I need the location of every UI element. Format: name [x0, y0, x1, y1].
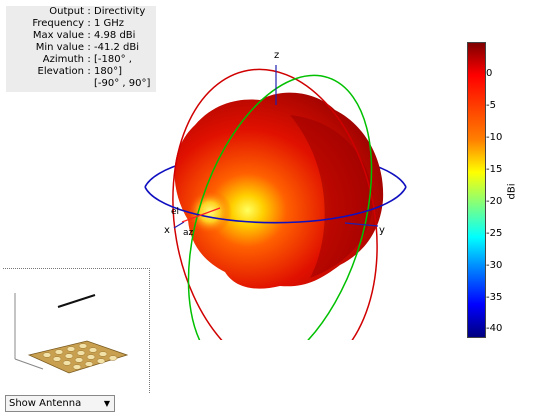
info-row-elevation: Elevation : 180°]	[6, 66, 156, 78]
info-row-azimuth: Azimuth : [-180° ,	[6, 54, 156, 66]
colorbar-unit-label: dBi	[506, 183, 518, 200]
chevron-down-icon[interactable]: ▼	[103, 399, 111, 408]
colorbar-tick: -20	[486, 196, 503, 207]
el-label: el	[171, 207, 179, 217]
info-value: 180°]	[94, 66, 122, 77]
info-key: Elevation	[37, 66, 84, 77]
info-value: -41.2 dBi	[94, 42, 140, 53]
antenna-preview-panel[interactable]	[3, 268, 150, 393]
colorbar-tick: -25	[486, 228, 503, 239]
show-antenna-dropdown[interactable]: Show Antenna ▼	[5, 395, 115, 412]
colorbar-tick: -5	[486, 100, 496, 111]
info-panel: Output : Directivity Frequency : 1 GHz M…	[6, 6, 156, 92]
colorbar-tick: 0	[486, 68, 493, 79]
y-axis	[344, 222, 379, 227]
lobe-shading	[290, 115, 374, 278]
azimuth-circle-front	[144, 186, 407, 224]
elevation-marker	[181, 207, 221, 223]
elevation-circle-green	[187, 74, 373, 340]
info-key	[6, 78, 84, 90]
info-key: Output	[49, 6, 84, 17]
colorbar-tick: -15	[486, 164, 503, 175]
antenna-geometry-icon	[14, 293, 129, 374]
colorbar-tick: -10	[486, 132, 503, 143]
info-value: 1 GHz	[94, 18, 125, 29]
info-value: 4.98 dBi	[94, 30, 136, 41]
x-axis-label: x	[164, 225, 170, 236]
info-row-output: Output : Directivity	[6, 6, 156, 18]
info-key: Min value	[35, 42, 84, 53]
az-label: az	[183, 228, 194, 238]
y-axis-label: y	[379, 225, 385, 236]
z-axis-label: z	[274, 50, 279, 61]
x-axis	[173, 221, 185, 229]
colorbar-tick: -35	[486, 292, 503, 303]
colorbar-tick: -40	[486, 323, 503, 334]
dropdown-selected-value: Show Antenna	[9, 398, 82, 409]
info-key: Max value	[32, 30, 84, 41]
info-row-elevation-range: [-90° , 90°]	[6, 78, 156, 90]
info-value: [-90° , 90°]	[94, 78, 151, 89]
info-value: [-180° ,	[94, 54, 132, 65]
info-value: Directivity	[94, 6, 146, 17]
info-key: Azimuth	[42, 54, 84, 65]
info-row-min: Min value : -41.2 dBi	[6, 42, 156, 54]
info-key: Frequency	[32, 18, 84, 29]
colorbar	[467, 42, 486, 338]
info-row-frequency: Frequency : 1 GHz	[6, 18, 156, 30]
info-row-max: Max value : 4.98 dBi	[6, 30, 156, 42]
radiation-pattern-plot[interactable]: z y x el az	[140, 40, 420, 340]
elevation-circle-red	[172, 68, 378, 340]
colorbar-tick: -30	[486, 260, 503, 271]
